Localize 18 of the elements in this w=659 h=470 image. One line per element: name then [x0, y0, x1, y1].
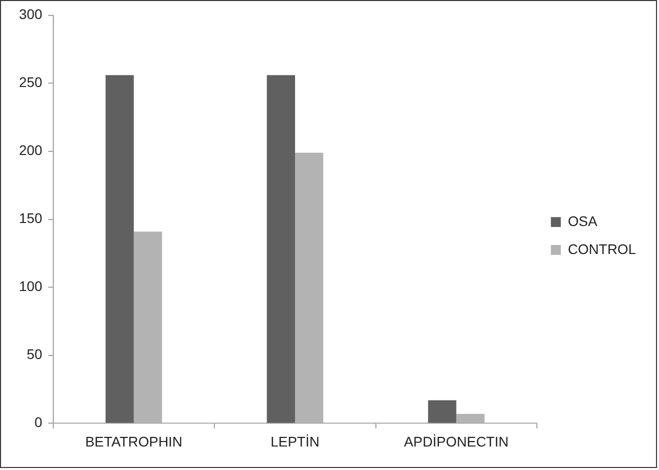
bar [456, 414, 485, 423]
y-tick-label: 200 [18, 142, 42, 158]
y-tick-label: 300 [18, 6, 42, 22]
x-tick-label: BETATROPHIN [85, 434, 182, 450]
legend-label: OSA [568, 212, 598, 229]
y-tick-label: 0 [34, 414, 42, 430]
x-tick-label: LEPTİN [270, 434, 320, 450]
legend-label: CONTROL [568, 240, 636, 257]
bar [266, 75, 296, 423]
bar [106, 75, 134, 423]
bar [134, 232, 162, 423]
bar [295, 152, 324, 423]
x-tick-label: APDİPONECTIN [404, 434, 509, 450]
y-tick-label: 50 [26, 346, 42, 362]
y-tick-label: 250 [18, 74, 42, 90]
y-tick-label: 100 [18, 278, 42, 294]
bar [428, 400, 456, 423]
y-tick-label: 150 [18, 210, 42, 226]
